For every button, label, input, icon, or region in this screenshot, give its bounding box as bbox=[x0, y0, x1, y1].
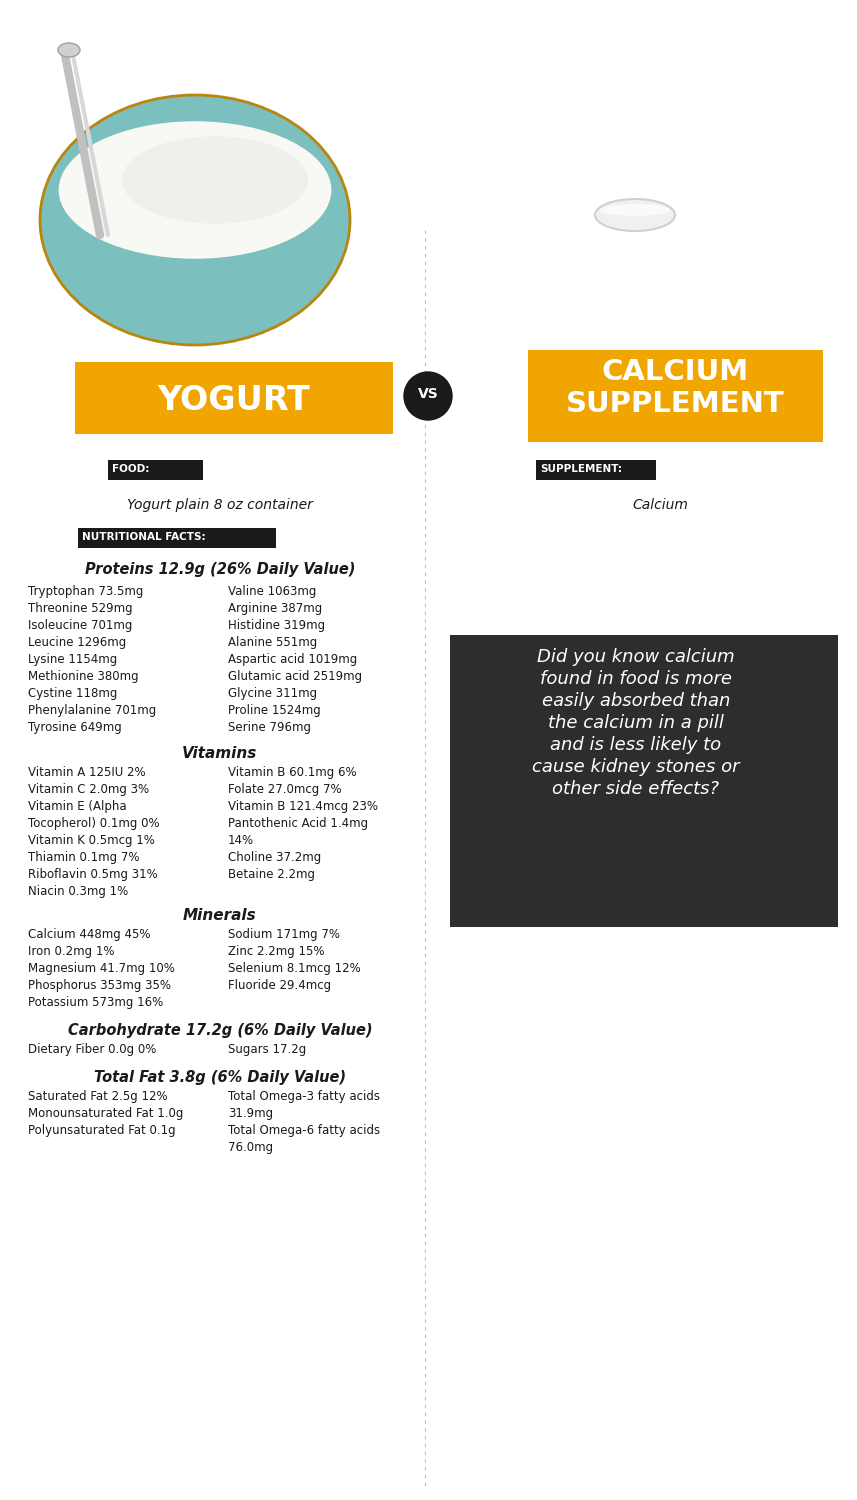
Text: Tocopherol) 0.1mg 0%: Tocopherol) 0.1mg 0% bbox=[28, 818, 159, 830]
Text: Cystine 118mg: Cystine 118mg bbox=[28, 687, 117, 700]
Text: Calcium: Calcium bbox=[632, 498, 688, 512]
Text: Potassium 573mg 16%: Potassium 573mg 16% bbox=[28, 996, 163, 1010]
Text: Histidine 319mg: Histidine 319mg bbox=[228, 620, 325, 632]
Text: Total Omega-6 fatty acids: Total Omega-6 fatty acids bbox=[228, 1124, 381, 1137]
Ellipse shape bbox=[122, 136, 308, 224]
Text: Phosphorus 353mg 35%: Phosphorus 353mg 35% bbox=[28, 980, 171, 992]
Text: Polyunsaturated Fat 0.1g: Polyunsaturated Fat 0.1g bbox=[28, 1124, 176, 1137]
Ellipse shape bbox=[595, 200, 675, 231]
Ellipse shape bbox=[40, 94, 350, 345]
Text: Tryptophan 73.5mg: Tryptophan 73.5mg bbox=[28, 585, 143, 598]
Text: Riboflavin 0.5mg 31%: Riboflavin 0.5mg 31% bbox=[28, 868, 158, 880]
Text: Vitamin B 121.4mcg 23%: Vitamin B 121.4mcg 23% bbox=[228, 800, 378, 813]
Text: found in food is more: found in food is more bbox=[540, 670, 732, 688]
Text: Methionine 380mg: Methionine 380mg bbox=[28, 670, 139, 682]
Text: easily absorbed than: easily absorbed than bbox=[542, 692, 730, 709]
Bar bbox=[0, 0, 857, 345]
Text: 31.9mg: 31.9mg bbox=[228, 1107, 273, 1120]
Text: Valine 1063mg: Valine 1063mg bbox=[228, 585, 316, 598]
Text: Sodium 171mg 7%: Sodium 171mg 7% bbox=[228, 928, 340, 940]
Text: Tyrosine 649mg: Tyrosine 649mg bbox=[28, 722, 122, 734]
Text: Yogurt plain 8 oz container: Yogurt plain 8 oz container bbox=[127, 498, 313, 512]
Bar bbox=[528, 350, 823, 442]
Text: Arginine 387mg: Arginine 387mg bbox=[228, 602, 322, 615]
Text: Aspartic acid 1019mg: Aspartic acid 1019mg bbox=[228, 652, 357, 666]
Bar bbox=[450, 634, 838, 927]
Text: other side effects?: other side effects? bbox=[553, 780, 720, 798]
Bar bbox=[30, 0, 360, 86]
Text: Total Omega-3 fatty acids: Total Omega-3 fatty acids bbox=[228, 1090, 380, 1102]
Text: Vitamin E (Alpha: Vitamin E (Alpha bbox=[28, 800, 127, 813]
Text: Did you know calcium: Did you know calcium bbox=[537, 648, 734, 666]
Text: Isoleucine 701mg: Isoleucine 701mg bbox=[28, 620, 132, 632]
Circle shape bbox=[404, 372, 452, 420]
Text: Proteins 12.9g (26% Daily Value): Proteins 12.9g (26% Daily Value) bbox=[85, 562, 355, 578]
Text: Vitamin C 2.0mg 3%: Vitamin C 2.0mg 3% bbox=[28, 783, 149, 796]
Bar bbox=[75, 362, 393, 434]
Text: YOGURT: YOGURT bbox=[158, 384, 310, 417]
Text: Vitamin K 0.5mcg 1%: Vitamin K 0.5mcg 1% bbox=[28, 834, 155, 848]
Text: SUPPLEMENT:: SUPPLEMENT: bbox=[540, 464, 622, 474]
Text: Total Fat 3.8g (6% Daily Value): Total Fat 3.8g (6% Daily Value) bbox=[94, 1070, 346, 1084]
Text: Glutamic acid 2519mg: Glutamic acid 2519mg bbox=[228, 670, 363, 682]
Text: Folate 27.0mcg 7%: Folate 27.0mcg 7% bbox=[228, 783, 342, 796]
Text: NUTRITIONAL FACTS:: NUTRITIONAL FACTS: bbox=[82, 532, 206, 542]
Text: Carbohydrate 17.2g (6% Daily Value): Carbohydrate 17.2g (6% Daily Value) bbox=[68, 1023, 372, 1038]
Text: FOOD:: FOOD: bbox=[112, 464, 149, 474]
Text: Saturated Fat 2.5g 12%: Saturated Fat 2.5g 12% bbox=[28, 1090, 168, 1102]
Text: Iron 0.2mg 1%: Iron 0.2mg 1% bbox=[28, 945, 115, 958]
Bar bbox=[78, 528, 276, 548]
Text: and is less likely to: and is less likely to bbox=[550, 736, 722, 754]
Bar bbox=[536, 460, 656, 480]
Text: Vitamin B 60.1mg 6%: Vitamin B 60.1mg 6% bbox=[228, 766, 357, 778]
Text: Sugars 17.2g: Sugars 17.2g bbox=[228, 1042, 306, 1056]
Text: Fluoride 29.4mcg: Fluoride 29.4mcg bbox=[228, 980, 331, 992]
Text: 14%: 14% bbox=[228, 834, 255, 848]
Text: Calcium 448mg 45%: Calcium 448mg 45% bbox=[28, 928, 151, 940]
Text: Selenium 8.1mcg 12%: Selenium 8.1mcg 12% bbox=[228, 962, 361, 975]
Text: Minerals: Minerals bbox=[183, 908, 257, 922]
Ellipse shape bbox=[58, 44, 80, 57]
Text: Threonine 529mg: Threonine 529mg bbox=[28, 602, 133, 615]
Text: Proline 1524mg: Proline 1524mg bbox=[228, 704, 321, 717]
Text: Leucine 1296mg: Leucine 1296mg bbox=[28, 636, 126, 650]
Text: VS: VS bbox=[417, 387, 439, 400]
Text: Vitamin A 125IU 2%: Vitamin A 125IU 2% bbox=[28, 766, 146, 778]
Text: Dietary Fiber 0.0g 0%: Dietary Fiber 0.0g 0% bbox=[28, 1042, 156, 1056]
Text: Alanine 551mg: Alanine 551mg bbox=[228, 636, 317, 650]
Text: Pantothenic Acid 1.4mg: Pantothenic Acid 1.4mg bbox=[228, 818, 369, 830]
Text: Thiamin 0.1mg 7%: Thiamin 0.1mg 7% bbox=[28, 850, 140, 864]
Ellipse shape bbox=[600, 204, 670, 216]
Text: Betaine 2.2mg: Betaine 2.2mg bbox=[228, 868, 315, 880]
Text: Glycine 311mg: Glycine 311mg bbox=[228, 687, 317, 700]
Text: Niacin 0.3mg 1%: Niacin 0.3mg 1% bbox=[28, 885, 129, 898]
Bar bbox=[108, 460, 203, 480]
Text: CALCIUM
SUPPLEMENT: CALCIUM SUPPLEMENT bbox=[566, 358, 785, 419]
Text: 76.0mg: 76.0mg bbox=[228, 1142, 273, 1154]
Text: Lysine 1154mg: Lysine 1154mg bbox=[28, 652, 117, 666]
Text: Zinc 2.2mg 15%: Zinc 2.2mg 15% bbox=[228, 945, 325, 958]
Ellipse shape bbox=[58, 122, 332, 258]
Text: the calcium in a pill: the calcium in a pill bbox=[548, 714, 724, 732]
Text: Vitamins: Vitamins bbox=[183, 746, 258, 760]
Text: Serine 796mg: Serine 796mg bbox=[228, 722, 311, 734]
Text: Phenylalanine 701mg: Phenylalanine 701mg bbox=[28, 704, 156, 717]
Text: Magnesium 41.7mg 10%: Magnesium 41.7mg 10% bbox=[28, 962, 175, 975]
Text: Choline 37.2mg: Choline 37.2mg bbox=[228, 850, 321, 864]
Text: cause kidney stones or: cause kidney stones or bbox=[532, 758, 740, 776]
Text: Monounsaturated Fat 1.0g: Monounsaturated Fat 1.0g bbox=[28, 1107, 183, 1120]
